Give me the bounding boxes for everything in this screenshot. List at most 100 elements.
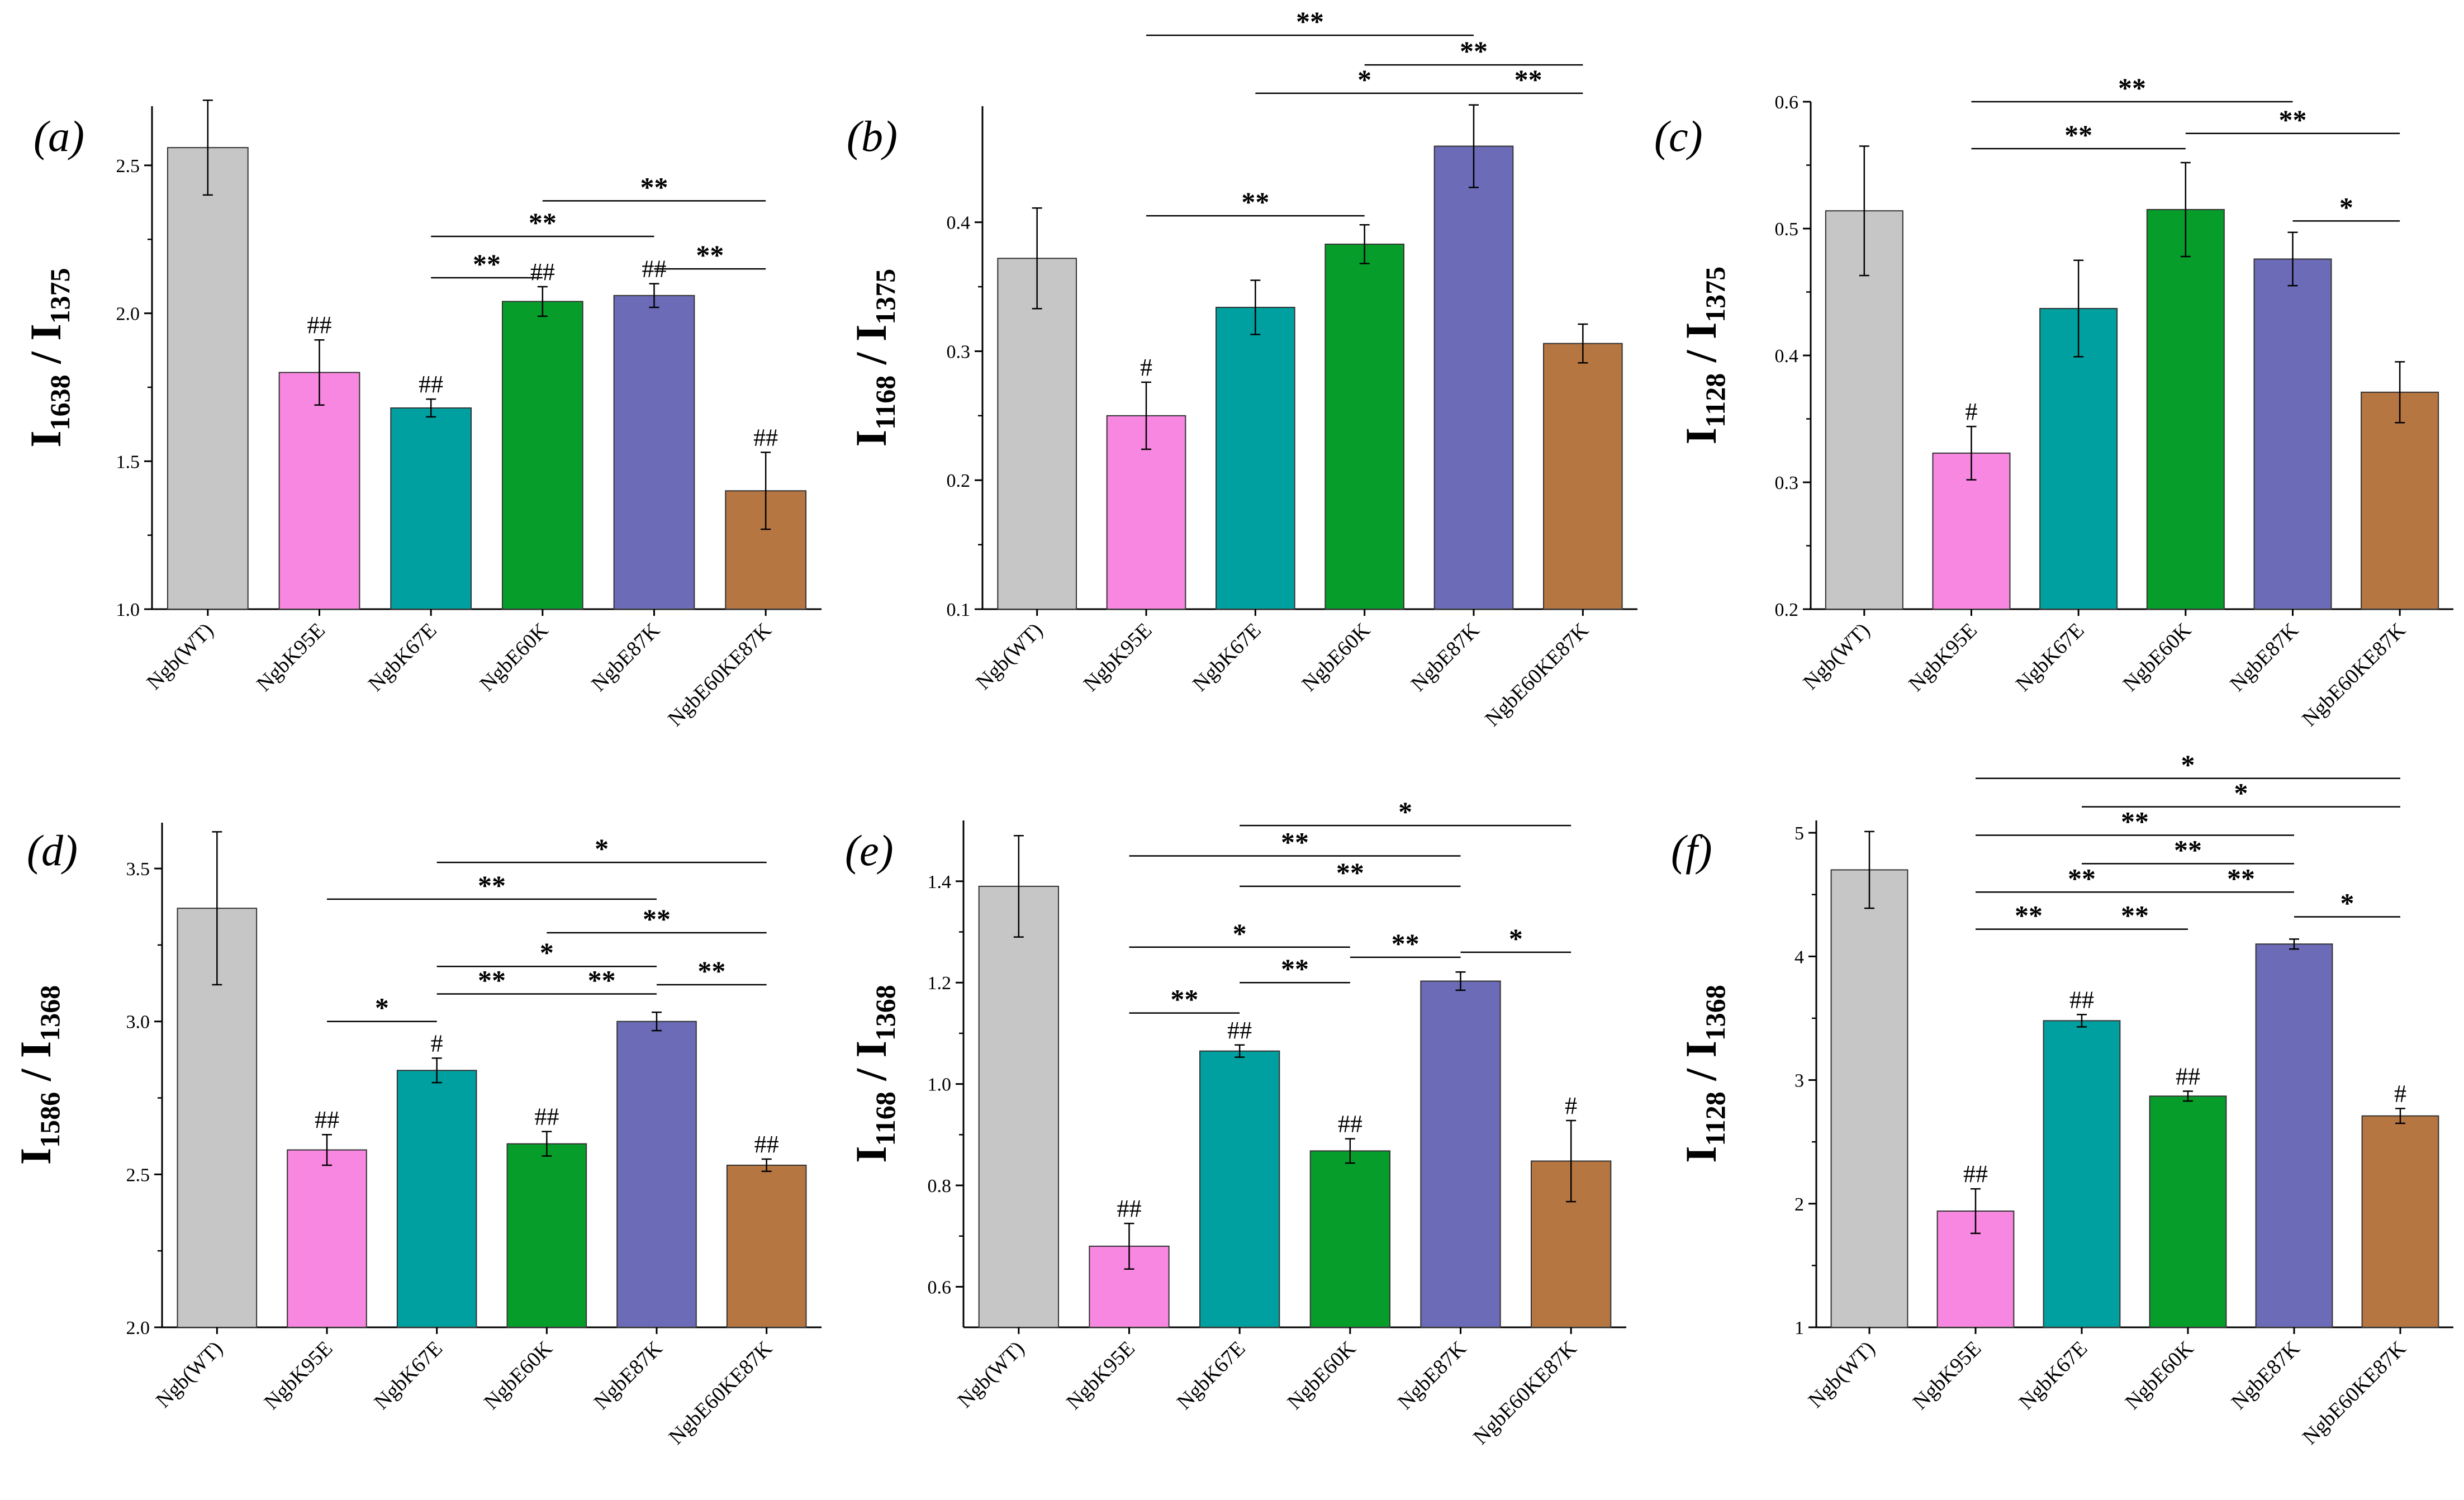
x-tick-label: NgbE87K — [1393, 1336, 1471, 1414]
significance-vs-wt: ## — [419, 371, 443, 398]
significance-label: ** — [697, 955, 725, 986]
x-tick-label: NgbK95E — [1079, 619, 1157, 696]
significance-label: * — [595, 833, 609, 864]
bar-NgbE60K — [501, 301, 583, 610]
significance-label: ** — [2118, 72, 2146, 103]
y-axis-label-part: 1375 — [44, 268, 75, 324]
y-tick-label: 3 — [1794, 1071, 1804, 1091]
y-axis-label-part: / I — [21, 324, 70, 374]
significance-label: * — [1233, 918, 1247, 949]
bar-NgbE87K — [616, 1020, 697, 1328]
bar-NgbE87K — [2255, 943, 2333, 1328]
significance-label: * — [375, 992, 389, 1023]
panel-f: 1 2 3 4 5 Ngb(WT) ## NgbK95E ## NgbK67E ## NgbE60K N… — [1671, 749, 2453, 1449]
significance-label: * — [1509, 923, 1523, 954]
significance-label: ** — [2068, 862, 2096, 894]
panel-label: (b) — [847, 112, 898, 160]
panel-c: 0.2 0.3 0.4 0.5 0.6 Ngb(WT) # NgbK95E NgbK67E Ngb… — [1654, 72, 2453, 731]
panel-d: 2.0 2.5 3.0 3.5 Ngb(WT) ## NgbK95E # NgbK67E ## Ng… — [11, 823, 822, 1449]
y-tick-label: 1 — [1794, 1318, 1804, 1338]
y-tick-label: 2.5 — [126, 1165, 150, 1185]
panel-b: 0.1 0.2 0.3 0.4 Ngb(WT) # NgbK95E NgbK67E NgbE60… — [847, 6, 1637, 731]
y-axis-label-part: 1375 — [1699, 267, 1731, 322]
significance-label: ** — [2121, 900, 2149, 931]
y-tick-label: 0.6 — [1775, 92, 1799, 113]
x-tick-label: NgbK67E — [2011, 619, 2089, 696]
x-tick-label: NgbE87K — [587, 618, 664, 696]
significance-label: ** — [473, 248, 501, 279]
bar-NgbK67E — [396, 1070, 477, 1328]
y-axis-label: I1128 / I1368 — [1677, 985, 1731, 1163]
y-axis-label-part: 1368 — [870, 985, 901, 1041]
panel-label: (d) — [27, 826, 78, 875]
y-tick-label: 0.2 — [1775, 600, 1799, 620]
y-axis-label-part: / I — [847, 325, 895, 376]
x-tick-label: Ngb(WT) — [1799, 619, 1875, 695]
x-tick-label: NgbE60K — [1297, 618, 1375, 696]
bar-NgbE87K — [2253, 258, 2332, 610]
significance-label: ** — [696, 239, 724, 270]
y-tick-label: 0.5 — [1775, 219, 1799, 240]
x-tick-label: NgbE87K — [2225, 618, 2303, 696]
bar-NgbE60KE87K — [1543, 343, 1623, 610]
y-tick-label: 2.5 — [116, 156, 140, 177]
significance-vs-wt: ## — [1338, 1110, 1362, 1138]
y-tick-label: 5 — [1794, 823, 1804, 844]
x-tick-label: Ngb(WT) — [971, 619, 1047, 695]
x-tick-label: NgbK95E — [260, 1337, 338, 1414]
significance-label: ** — [2174, 834, 2202, 865]
y-axis-label-part: / I — [1677, 1041, 1725, 1091]
bar-NgbE87K — [1420, 980, 1501, 1328]
y-axis-label-part: 1368 — [34, 985, 65, 1041]
significance-label: * — [2234, 777, 2248, 809]
significance-label: * — [1398, 796, 1412, 827]
x-tick-label: NgbE60K — [2121, 1336, 2199, 1414]
x-tick-label: NgbE60K — [479, 1336, 557, 1414]
y-axis-label-part: / I — [11, 1041, 60, 1092]
y-tick-label: 2.0 — [116, 304, 140, 325]
y-axis-label-part: / I — [1677, 322, 1725, 373]
x-tick-label: NgbE87K — [2227, 1336, 2305, 1414]
y-tick-label: 1.2 — [928, 973, 952, 994]
y-axis-label-part: / I — [847, 1041, 895, 1091]
significance-label: ** — [640, 171, 668, 202]
y-tick-label: 0.3 — [1775, 473, 1799, 493]
bar-NgbE60KE87K — [2361, 391, 2439, 610]
panel-a: 1.0 1.5 2.0 2.5 Ngb(WT) ## NgbK95E ## NgbK67E ## N… — [21, 99, 822, 731]
bar-Ngb(WT) — [1825, 210, 1903, 610]
significance-vs-wt: ## — [2069, 986, 2094, 1013]
x-tick-label: NgbE60K — [1283, 1336, 1361, 1414]
y-axis-label-part: 1586 — [34, 1092, 65, 1148]
bar-NgbK67E — [1199, 1050, 1280, 1328]
x-tick-label: NgbE60K — [2119, 618, 2196, 696]
y-tick-label: 3.0 — [126, 1012, 150, 1033]
x-tick-label: Ngb(WT) — [1804, 1337, 1880, 1413]
significance-vs-wt: ## — [1963, 1160, 1988, 1188]
x-tick-label: Ngb(WT) — [151, 1337, 227, 1413]
x-tick-label: Ngb(WT) — [143, 619, 219, 695]
bar-NgbE60K — [1309, 1150, 1390, 1328]
panel-label: (e) — [845, 826, 894, 875]
bar-NgbK95E — [278, 372, 360, 610]
bar-Ngb(WT) — [167, 147, 249, 610]
y-tick-label: 0.4 — [1775, 346, 1799, 367]
significance-label: * — [2340, 887, 2354, 919]
y-axis-label-part: 1128 — [1699, 373, 1731, 428]
significance-vs-wt: # — [2394, 1080, 2406, 1107]
significance-label: * — [540, 937, 554, 968]
significance-vs-wt: ## — [307, 311, 332, 339]
x-tick-label: NgbK95E — [252, 619, 330, 696]
significance-label: ** — [478, 964, 506, 995]
x-tick-label: NgbK67E — [364, 619, 441, 696]
panel-label: (a) — [34, 112, 84, 160]
x-tick-label: NgbE60KE87K — [2298, 1336, 2411, 1449]
significance-vs-wt: # — [1140, 354, 1152, 381]
x-tick-label: NgbE60KE87K — [663, 618, 776, 731]
significance-label: ** — [2227, 862, 2255, 894]
x-tick-label: NgbE60KE87K — [1469, 1336, 1582, 1449]
bar-NgbE60KE87K — [2361, 1115, 2439, 1328]
significance-vs-wt: # — [1565, 1092, 1577, 1119]
panel-e: 0.6 0.8 1.0 1.2 1.4 Ngb(WT) ## NgbK95E ## NgbK67E… — [845, 796, 1626, 1449]
significance-vs-wt: ## — [315, 1106, 339, 1133]
significance-label: ** — [1515, 64, 1542, 95]
